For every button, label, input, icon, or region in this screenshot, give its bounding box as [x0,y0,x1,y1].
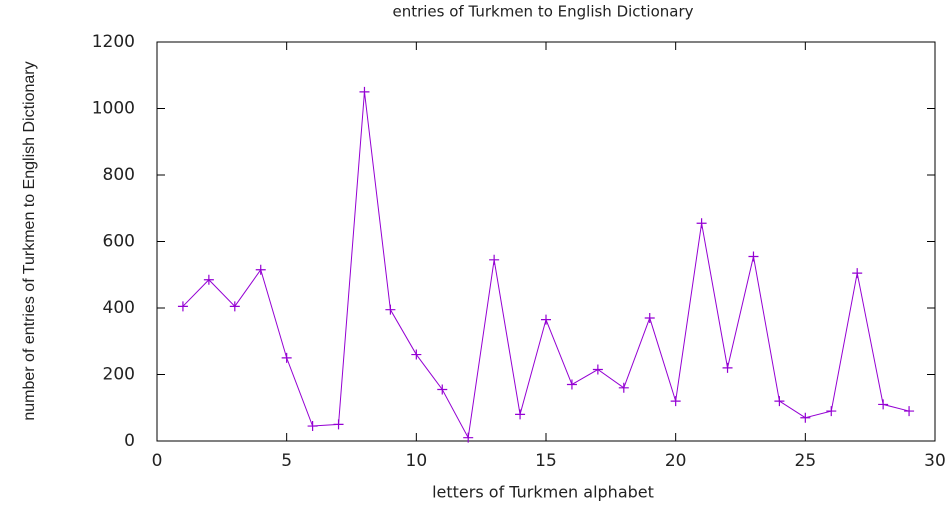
data-point [644,312,655,323]
data-point [359,86,370,97]
data-point [670,396,681,407]
data-point [592,364,603,375]
y-tick-label: 200 [103,365,135,385]
y-tick-label: 400 [103,298,135,318]
data-point [307,421,318,432]
y-tick-label: 600 [103,232,135,252]
data-point [385,304,396,315]
data-point [904,406,915,417]
x-tick-label: 10 [406,451,428,471]
y-tick-label: 0 [124,431,135,451]
x-tick-label: 20 [665,451,687,471]
data-point [696,218,707,229]
y-axis-label: number of entries of Turkmen to English … [21,61,38,420]
data-point [229,301,240,312]
data-point [177,301,188,312]
data-point [618,382,629,393]
data-point [722,362,733,373]
data-point [541,314,551,325]
x-tick-label: 25 [795,451,817,471]
data-point [463,432,474,443]
y-tick-label: 800 [103,165,135,185]
data-point [878,399,889,410]
data-point [333,419,344,430]
data-point [411,349,422,360]
data-point [437,384,448,395]
data-point [515,409,526,420]
data-point [203,274,214,285]
x-tick-label: 5 [281,451,292,471]
y-tick-label: 1000 [92,99,135,119]
data-point [255,264,266,275]
data-point [281,352,292,363]
data-point [774,396,785,407]
x-tick-label: 30 [924,451,946,471]
chart-title: entries of Turkmen to English Dictionary [392,3,693,21]
x-tick-label: 0 [152,451,163,471]
data-point [489,254,500,265]
data-point [748,251,759,262]
data-point [800,412,811,423]
x-axis-label: letters of Turkmen alphabet [432,483,654,502]
y-tick-label: 1200 [92,32,135,52]
data-point [852,268,863,279]
data-point [566,379,577,390]
data-point [826,406,837,417]
x-tick-label: 15 [535,451,557,471]
